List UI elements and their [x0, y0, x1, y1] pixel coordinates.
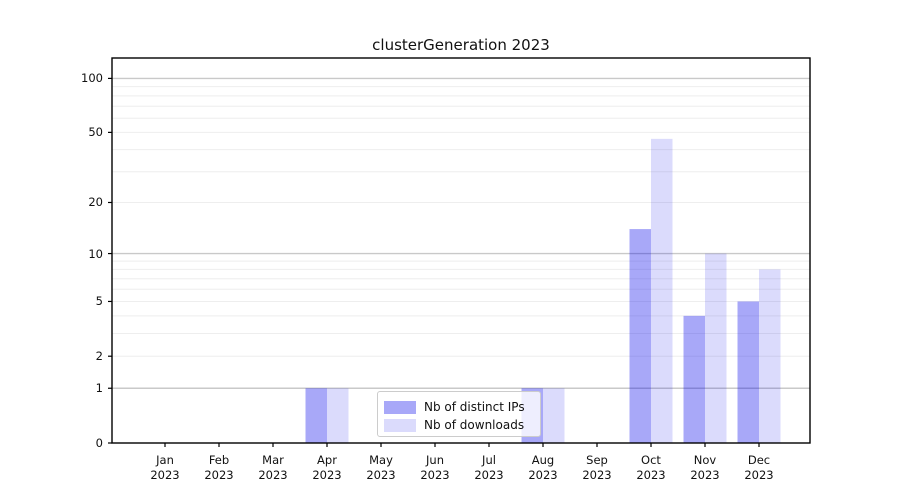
- bar-distinct-ips: [629, 229, 651, 443]
- x-tick-label: Aug 2023: [528, 453, 558, 482]
- chart-title: clusterGeneration 2023: [372, 36, 550, 54]
- x-tick-label: Sep 2023: [582, 453, 612, 482]
- x-tick-label: Jun 2023: [420, 453, 450, 482]
- y-tick-label: 2: [95, 349, 103, 364]
- y-tick-label: 0: [95, 436, 103, 450]
- legend-swatch-downloads: [384, 418, 416, 432]
- y-tick-label: 1: [95, 381, 103, 396]
- bar-downloads: [327, 388, 349, 443]
- bar-downloads: [543, 388, 565, 443]
- bar-distinct-ips: [683, 315, 705, 443]
- x-tick-label: Jul 2023: [474, 453, 504, 482]
- plot-border: [111, 57, 811, 444]
- x-tick-label: Feb 2023: [204, 453, 234, 482]
- bar-downloads: [705, 253, 727, 443]
- bar-downloads: [759, 269, 781, 443]
- y-tick-label: 10: [88, 246, 103, 261]
- y-tick-label: 100: [81, 71, 103, 86]
- legend: Nb of distinct IPs Nb of downloads: [377, 391, 541, 437]
- legend-swatch-distinct-ips: [384, 400, 416, 414]
- x-tick-label: Dec 2023: [744, 453, 774, 482]
- bar-downloads: [651, 138, 673, 444]
- legend-label-downloads: Nb of downloads: [424, 418, 525, 432]
- bar-distinct-ips: [305, 388, 327, 443]
- y-tick-label: 20: [88, 195, 103, 210]
- x-tick-label: Oct 2023: [636, 453, 666, 482]
- legend-item-distinct-ips: Nb of distinct IPs: [384, 400, 525, 414]
- x-tick-label: Nov 2023: [690, 453, 720, 482]
- x-tick-label: May 2023: [366, 453, 396, 482]
- y-tick-label: 50: [88, 125, 103, 140]
- x-tick-label: Apr 2023: [312, 453, 342, 482]
- x-tick-label: Mar 2023: [258, 453, 288, 482]
- bar-distinct-ips: [737, 301, 759, 443]
- y-tick-label: 5: [95, 294, 103, 309]
- x-tick-label: Jan 2023: [150, 453, 180, 482]
- legend-item-downloads: Nb of downloads: [384, 418, 524, 432]
- legend-label-distinct-ips: Nb of distinct IPs: [424, 400, 525, 414]
